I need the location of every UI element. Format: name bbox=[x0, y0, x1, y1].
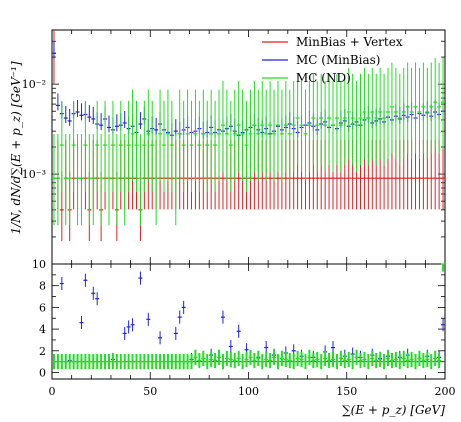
y-tick-label-ratio: 10 bbox=[32, 258, 46, 271]
x-tick-label: 50 bbox=[143, 385, 157, 398]
x-axis-title: ∑(E + p_z) [GeV] bbox=[342, 403, 445, 417]
x-tick-label: 150 bbox=[336, 385, 357, 398]
legend: MinBias + Vertex MC (MinBias) MC (ND) bbox=[262, 35, 403, 85]
y-tick-label-ratio: 8 bbox=[39, 280, 46, 293]
y-axis-title: 1/N, dN/d∑(E + p_z) [GeV⁻¹] bbox=[9, 61, 23, 234]
x-tick-label: 200 bbox=[435, 385, 456, 398]
x-tick-label: 100 bbox=[238, 385, 259, 398]
y-tick-label-main: 10⁻² bbox=[22, 78, 46, 91]
legend-label: MC (MinBias) bbox=[296, 53, 380, 67]
y-tick-label-ratio: 6 bbox=[39, 301, 46, 314]
y-tick-label-ratio: 0 bbox=[39, 366, 46, 379]
legend-label: MinBias + Vertex bbox=[296, 35, 403, 49]
y-tick-label-ratio: 2 bbox=[39, 345, 46, 358]
ratio-series-mc-nd- bbox=[51, 263, 446, 370]
main-panel: 10⁻² 10⁻³ bbox=[22, 29, 446, 265]
y-tick-label-main: 10⁻³ bbox=[22, 168, 46, 181]
series-mc-minbias- bbox=[51, 41, 446, 141]
x-tick-label: 0 bbox=[49, 385, 56, 398]
series-mc-nd- bbox=[51, 58, 446, 226]
main-plot-frame bbox=[51, 29, 446, 265]
series-minbias-vertex bbox=[51, 30, 446, 242]
legend-label: MC (ND) bbox=[296, 71, 351, 85]
y-tick-label-ratio: 4 bbox=[39, 323, 46, 336]
ratio-series-mc-minbias- bbox=[51, 271, 446, 369]
